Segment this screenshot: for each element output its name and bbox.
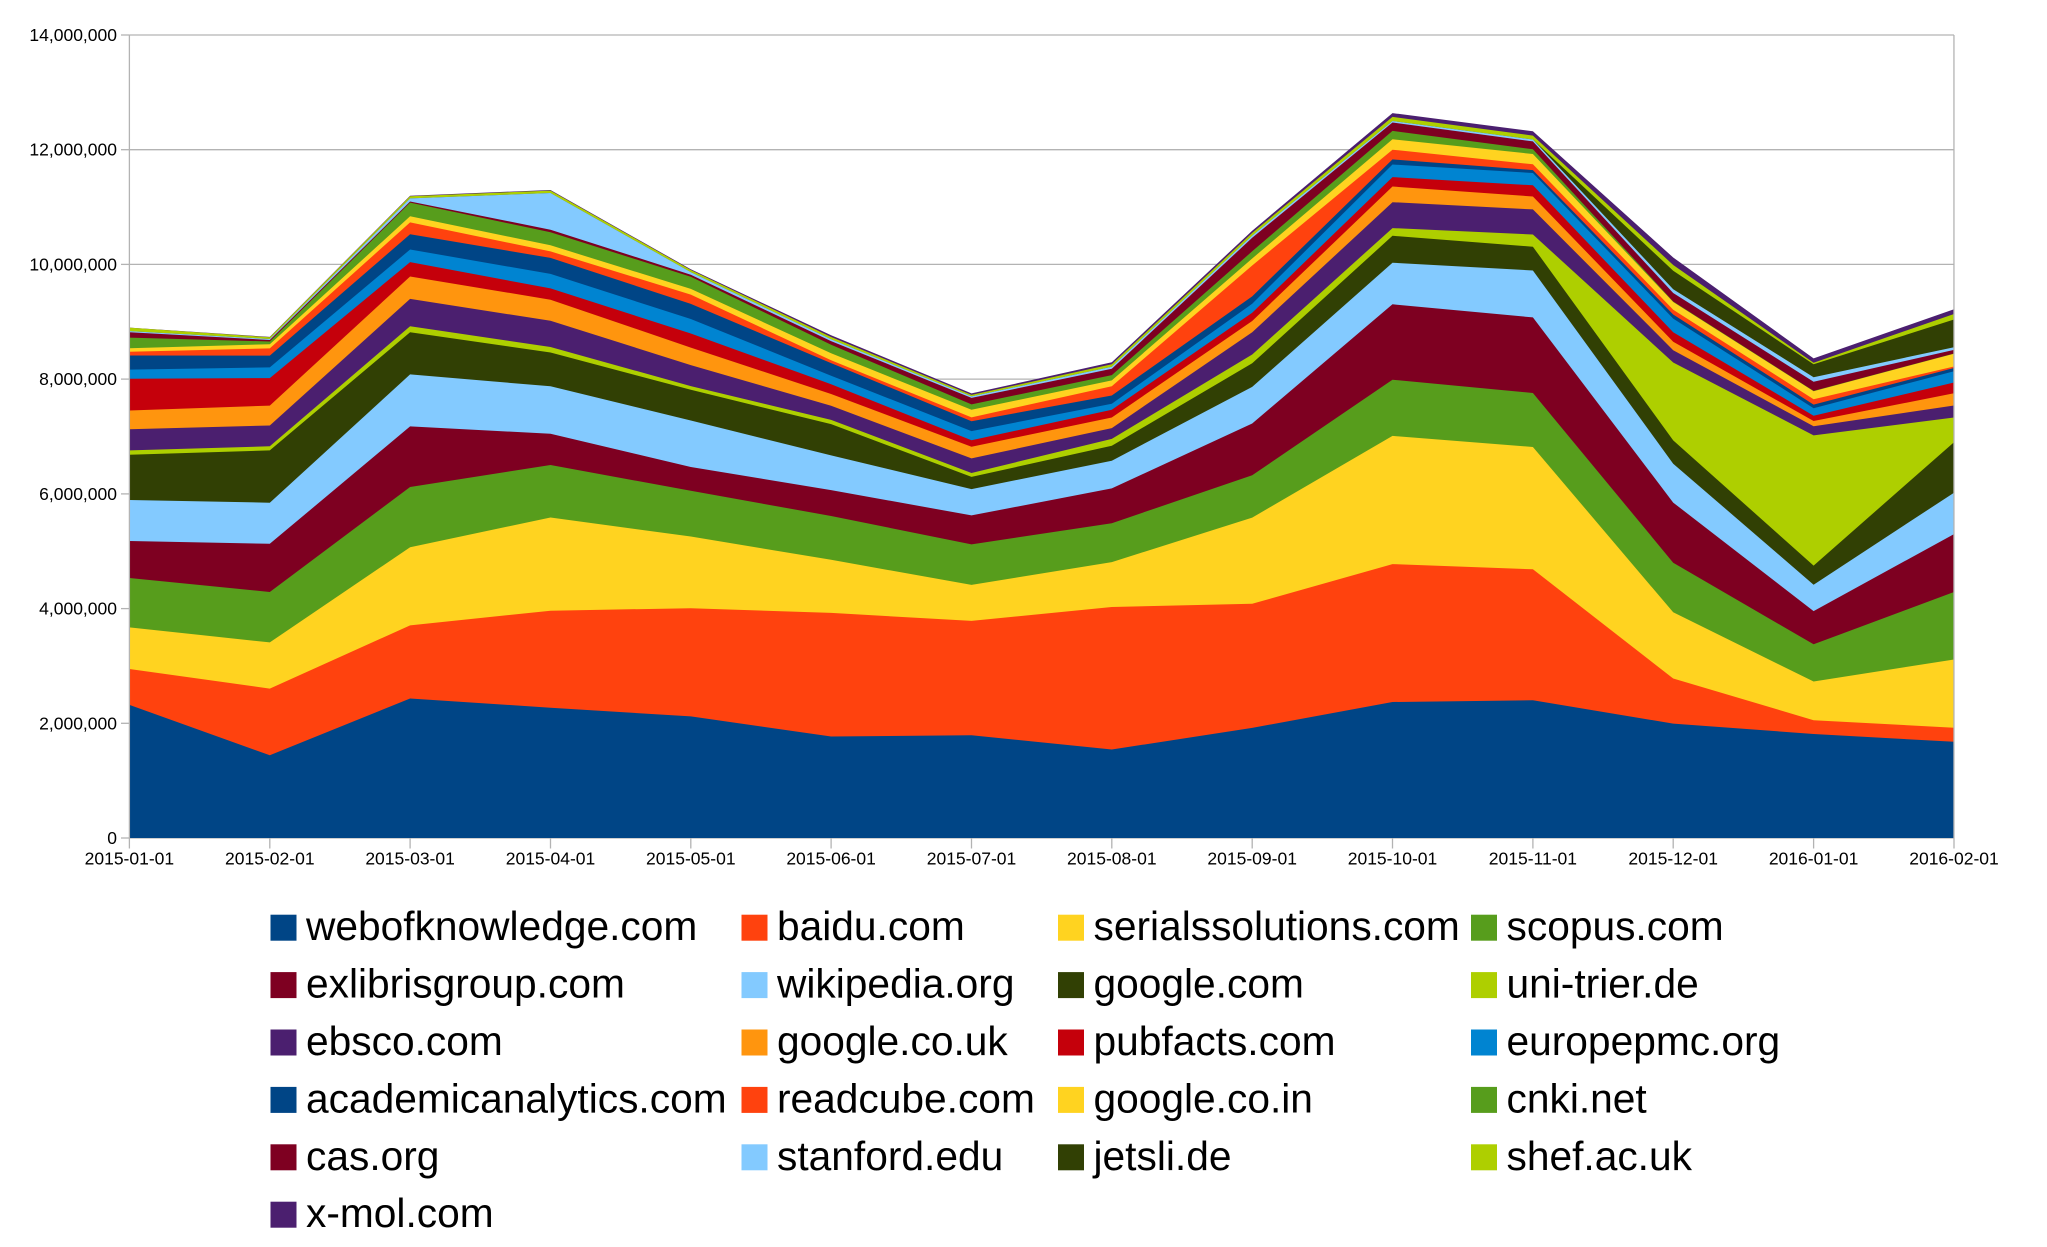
svg-text:exlibrisgroup.com: exlibrisgroup.com	[306, 961, 625, 1007]
svg-text:google.co.uk: google.co.uk	[777, 1018, 1008, 1064]
svg-text:10,000,000: 10,000,000	[29, 254, 117, 274]
svg-text:2015-01-01: 2015-01-01	[85, 849, 175, 869]
svg-text:2015-07-01: 2015-07-01	[927, 849, 1017, 869]
svg-text:readcube.com: readcube.com	[777, 1075, 1035, 1121]
svg-text:2015-02-01: 2015-02-01	[225, 849, 315, 869]
svg-text:europepmc.org: europepmc.org	[1507, 1018, 1781, 1064]
svg-text:6,000,000: 6,000,000	[39, 484, 117, 504]
svg-text:2,000,000: 2,000,000	[39, 713, 117, 733]
svg-text:2015-06-01: 2015-06-01	[786, 849, 876, 869]
svg-text:baidu.com: baidu.com	[777, 903, 965, 949]
svg-text:stanford.edu: stanford.edu	[777, 1133, 1003, 1179]
svg-text:2015-03-01: 2015-03-01	[365, 849, 455, 869]
svg-text:jetsli.de: jetsli.de	[1093, 1133, 1232, 1179]
svg-text:academicanalytics.com: academicanalytics.com	[306, 1075, 727, 1121]
svg-text:2015-09-01: 2015-09-01	[1207, 849, 1297, 869]
svg-text:cnki.net: cnki.net	[1507, 1075, 1647, 1121]
svg-text:2016-01-01: 2016-01-01	[1769, 849, 1859, 869]
svg-text:2015-04-01: 2015-04-01	[506, 849, 596, 869]
svg-text:shef.ac.uk: shef.ac.uk	[1507, 1133, 1693, 1179]
svg-text:0: 0	[107, 828, 117, 848]
svg-text:2015-08-01: 2015-08-01	[1067, 849, 1157, 869]
svg-text:2016-02-01: 2016-02-01	[1909, 849, 1999, 869]
svg-text:google.com: google.com	[1094, 961, 1304, 1007]
svg-text:12,000,000: 12,000,000	[29, 140, 117, 160]
svg-text:8,000,000: 8,000,000	[39, 369, 117, 389]
svg-text:serialssolutions.com: serialssolutions.com	[1094, 903, 1460, 949]
svg-text:cas.org: cas.org	[306, 1133, 439, 1179]
svg-text:14,000,000: 14,000,000	[29, 25, 117, 45]
svg-text:webofknowledge.com: webofknowledge.com	[305, 903, 697, 949]
svg-text:scopus.com: scopus.com	[1507, 903, 1724, 949]
svg-text:2015-05-01: 2015-05-01	[646, 849, 736, 869]
svg-text:2015-10-01: 2015-10-01	[1348, 849, 1438, 869]
svg-text:google.co.in: google.co.in	[1094, 1075, 1313, 1121]
svg-text:4,000,000: 4,000,000	[39, 599, 117, 619]
svg-text:ebsco.com: ebsco.com	[306, 1018, 503, 1064]
svg-text:x-mol.com: x-mol.com	[306, 1190, 494, 1236]
svg-text:uni-trier.de: uni-trier.de	[1507, 961, 1699, 1007]
svg-text:2015-12-01: 2015-12-01	[1628, 849, 1718, 869]
svg-text:pubfacts.com: pubfacts.com	[1094, 1018, 1336, 1064]
svg-text:wikipedia.org: wikipedia.org	[776, 961, 1014, 1007]
svg-text:2015-11-01: 2015-11-01	[1489, 849, 1577, 869]
